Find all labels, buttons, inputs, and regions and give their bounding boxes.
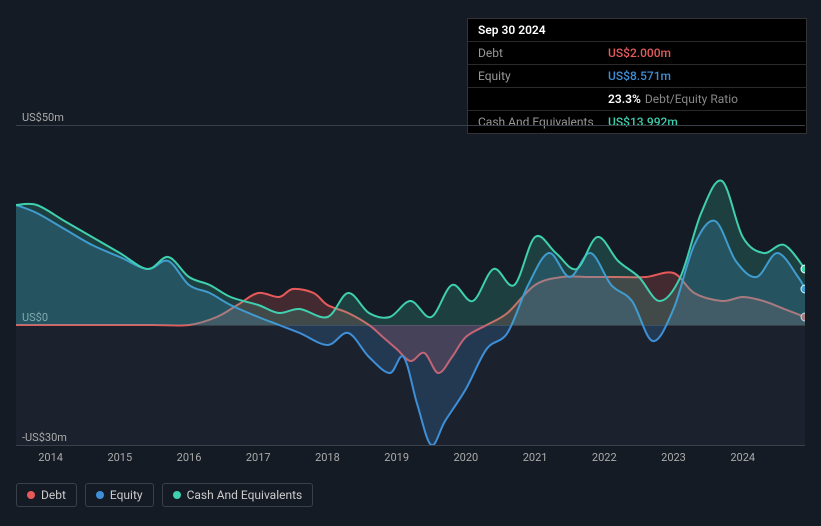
summary-row-label: Debt (478, 46, 608, 60)
chart-x-label: 2021 (523, 451, 548, 464)
summary-row-value: US$8.571m (608, 69, 671, 83)
chart-gridline (16, 445, 805, 446)
chart-x-label: 2017 (246, 451, 271, 464)
chart-end-marker (801, 265, 805, 273)
legend-item[interactable]: Equity (85, 483, 154, 507)
summary-row: EquityUS$8.571m (468, 65, 806, 88)
summary-date: Sep 30 2024 (478, 23, 546, 37)
chart-x-label: 2015 (107, 451, 132, 464)
summary-row-suffix: Debt/Equity Ratio (645, 92, 738, 106)
legend-item[interactable]: Debt (16, 483, 77, 507)
legend-item[interactable]: Cash And Equivalents (162, 483, 314, 507)
legend-label: Cash And Equivalents (187, 488, 303, 502)
chart-x-label: 2024 (730, 451, 755, 464)
chart-y-label: US$50m (22, 111, 64, 124)
summary-row-value: 23.3% (608, 92, 641, 106)
summary-row: 23.3% Debt/Equity Ratio (468, 88, 806, 111)
chart-x-label: 2023 (661, 451, 686, 464)
chart-x-label: 2019 (384, 451, 409, 464)
summary-date-row: Sep 30 2024 (468, 19, 806, 42)
legend-label: Debt (41, 488, 66, 502)
debt-equity-chart: US$50mUS$0-US$30m 2014201520162017201820… (16, 125, 805, 445)
summary-row-value: US$2.000m (608, 46, 671, 60)
legend-dot-icon (96, 491, 104, 499)
legend-dot-icon (27, 491, 35, 499)
chart-x-label: 2016 (177, 451, 202, 464)
legend-label: Equity (110, 488, 143, 502)
chart-x-label: 2014 (38, 451, 63, 464)
chart-x-label: 2020 (453, 451, 478, 464)
chart-x-label: 2018 (315, 451, 340, 464)
chart-plot (16, 125, 805, 445)
chart-series-area (16, 180, 805, 325)
summary-row-label: Equity (478, 69, 608, 83)
legend-dot-icon (173, 491, 181, 499)
summary-tooltip: Sep 30 2024 DebtUS$2.000mEquityUS$8.571m… (467, 18, 807, 134)
chart-x-label: 2022 (592, 451, 617, 464)
chart-legend: Debt Equity Cash And Equivalents (16, 483, 313, 507)
summary-row: DebtUS$2.000m (468, 42, 806, 65)
